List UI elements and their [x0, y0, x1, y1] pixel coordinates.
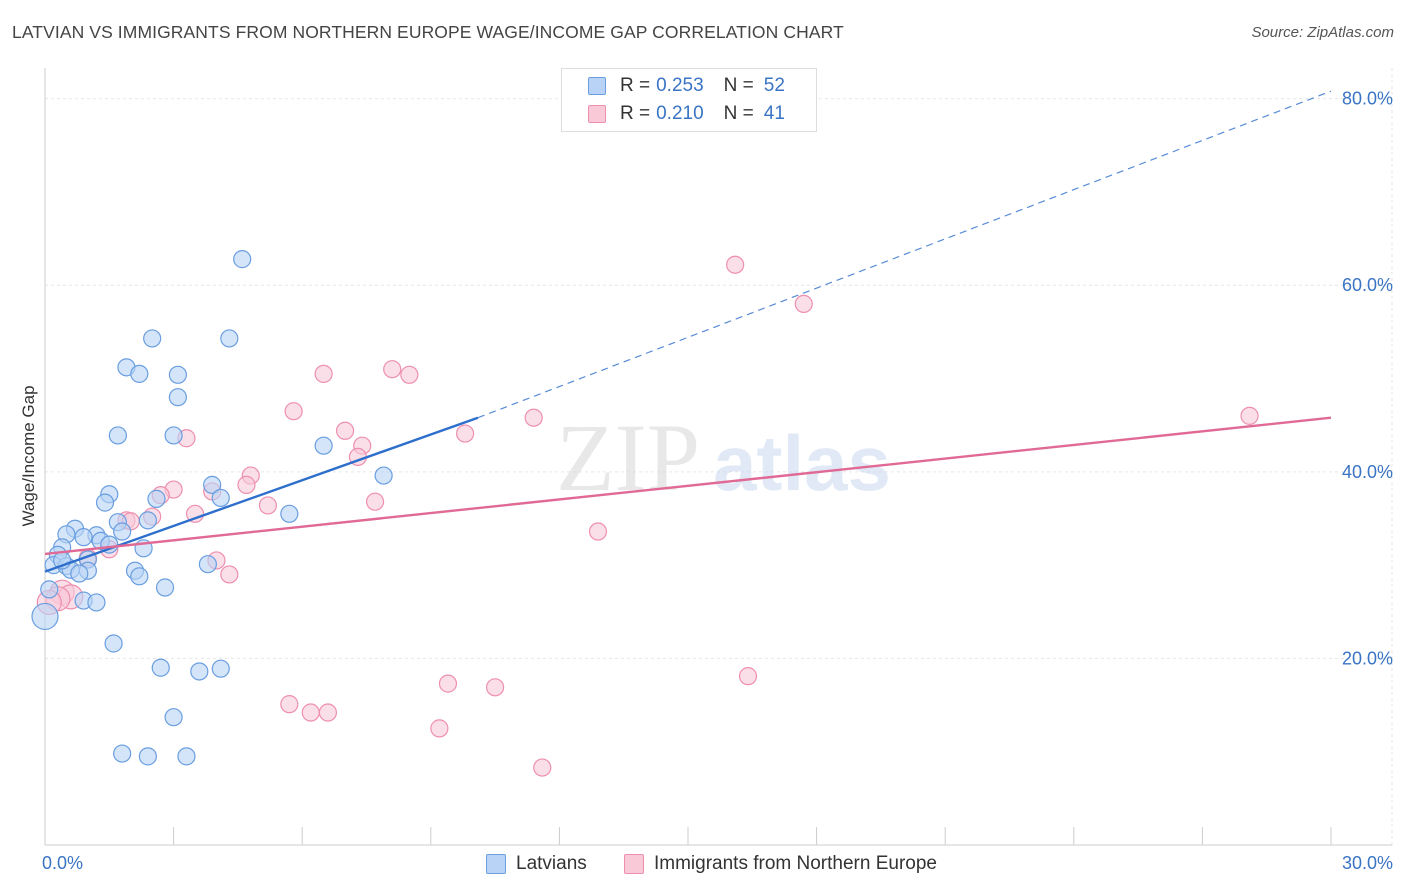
legend-r-value: 0.253	[656, 75, 704, 96]
axes	[44, 68, 1392, 846]
immigrants-point	[335, 421, 355, 440]
legend-r-label: R =	[620, 103, 651, 124]
immigrants-point	[280, 695, 299, 714]
y-tick-label: 20.0%	[1342, 648, 1393, 668]
y-tick-label: 40.0%	[1342, 462, 1393, 482]
legend-r-value: 0.210	[656, 103, 704, 124]
immigrants-point	[314, 364, 333, 383]
y-tick-label: 60.0%	[1342, 275, 1393, 295]
tick-labels: 20.0% 40.0% 60.0% 80.0% 0.0% 30.0%	[42, 89, 1393, 873]
latvians-point	[211, 488, 230, 508]
immigrants-point	[524, 408, 543, 427]
legend-n-label: N =	[723, 75, 754, 96]
latvians-point	[168, 365, 187, 384]
legend-n-value: 41	[763, 103, 785, 124]
immigrants-point	[588, 522, 608, 541]
immigrants-point	[301, 703, 320, 722]
latvians-point	[130, 567, 149, 586]
legend-r-label: R =	[620, 75, 651, 96]
immigrants-point	[318, 703, 338, 722]
legend-row-latvians: R = 0.253 N = 52	[588, 73, 785, 99]
watermark-atlas: atlas	[713, 419, 891, 507]
latvians-point	[280, 504, 299, 523]
latvians-point	[177, 747, 196, 766]
latvians-point	[113, 744, 132, 763]
latvians-point	[164, 708, 183, 727]
immigrants-point	[533, 758, 552, 777]
latvians-trend-dashed	[477, 90, 1332, 419]
latvians-points	[31, 250, 393, 766]
latvians-point	[138, 511, 157, 530]
latvians-point	[220, 329, 239, 348]
immigrants-point	[726, 255, 745, 274]
immigrants-point	[738, 667, 758, 686]
trend-lines	[44, 90, 1332, 573]
latvians-point	[70, 564, 89, 583]
immigrants-points	[36, 255, 1259, 777]
y-axis-label: Wage/Income Gap	[19, 385, 38, 526]
x-tick-label: 0.0%	[42, 853, 83, 873]
latvians-point	[108, 426, 127, 445]
immigrants-point	[365, 492, 385, 511]
grid-lines	[45, 68, 1393, 845]
latvians-point	[147, 489, 166, 508]
latvians-point	[190, 662, 209, 681]
source-label: Source: ZipAtlas.com	[1251, 24, 1394, 41]
legend-n-value: 52	[763, 75, 785, 96]
bottom-legend-label-latvians: Latvians	[516, 853, 587, 874]
legend: R = 0.253 N = 52 R = 0.210 N = 41	[561, 68, 817, 132]
latvians-point	[138, 747, 157, 766]
bottom-legend-label-immigrants: Immigrants from Northern Europe	[654, 853, 937, 874]
immigrants-point	[383, 360, 402, 379]
bottom-legend-immigrants: Immigrants from Northern Europe	[624, 851, 937, 877]
latvians-point	[198, 555, 217, 574]
latvians-point	[113, 522, 132, 541]
legend-row-immigrants: R = 0.210 N = 41	[588, 101, 785, 127]
bottom-legend-latvians: Latvians	[486, 851, 587, 877]
immigrants-point	[237, 475, 256, 494]
immigrants-point	[794, 294, 813, 314]
latvians-point	[151, 658, 170, 677]
latvians-point	[40, 580, 59, 599]
legend-swatch-immigrants	[588, 105, 606, 123]
bottom-legend-swatch-immigrants	[624, 854, 644, 874]
chart-title: LATVIAN VS IMMIGRANTS FROM NORTHERN EURO…	[12, 22, 844, 42]
latvians-point	[203, 475, 222, 494]
latvians-point	[155, 578, 175, 597]
bottom-legend-swatch-latvians	[486, 854, 506, 874]
immigrants-point	[438, 674, 458, 693]
legend-swatch-latvians	[588, 77, 606, 95]
immigrants-point	[258, 496, 278, 515]
immigrants-point	[220, 565, 239, 584]
immigrants-point	[486, 678, 505, 697]
latvians-point	[143, 329, 162, 348]
immigrants-point	[1240, 406, 1259, 425]
latvians-point	[104, 634, 123, 653]
latvians-point	[164, 426, 183, 445]
immigrants-point	[455, 424, 475, 443]
immigrants-point	[430, 719, 449, 738]
latvians-point	[374, 466, 393, 485]
immigrants-point	[400, 365, 419, 384]
watermark: ZIP atlas	[556, 404, 891, 511]
latvians-point	[130, 364, 149, 383]
x-tick-label: 30.0%	[1342, 853, 1393, 873]
latvians-point	[314, 436, 333, 455]
latvians-point	[211, 659, 230, 678]
latvians-point	[168, 388, 187, 407]
legend-n-label: N =	[723, 103, 754, 124]
watermark-zip: ZIP	[556, 404, 700, 511]
y-tick-label: 80.0%	[1342, 89, 1393, 109]
latvians-point	[74, 528, 93, 547]
latvians-point	[233, 250, 252, 269]
latvians-point	[31, 602, 59, 631]
latvians-point	[87, 593, 106, 612]
latvians-point	[95, 493, 115, 512]
immigrants-trend-line	[44, 416, 1332, 556]
immigrants-point	[284, 402, 303, 421]
